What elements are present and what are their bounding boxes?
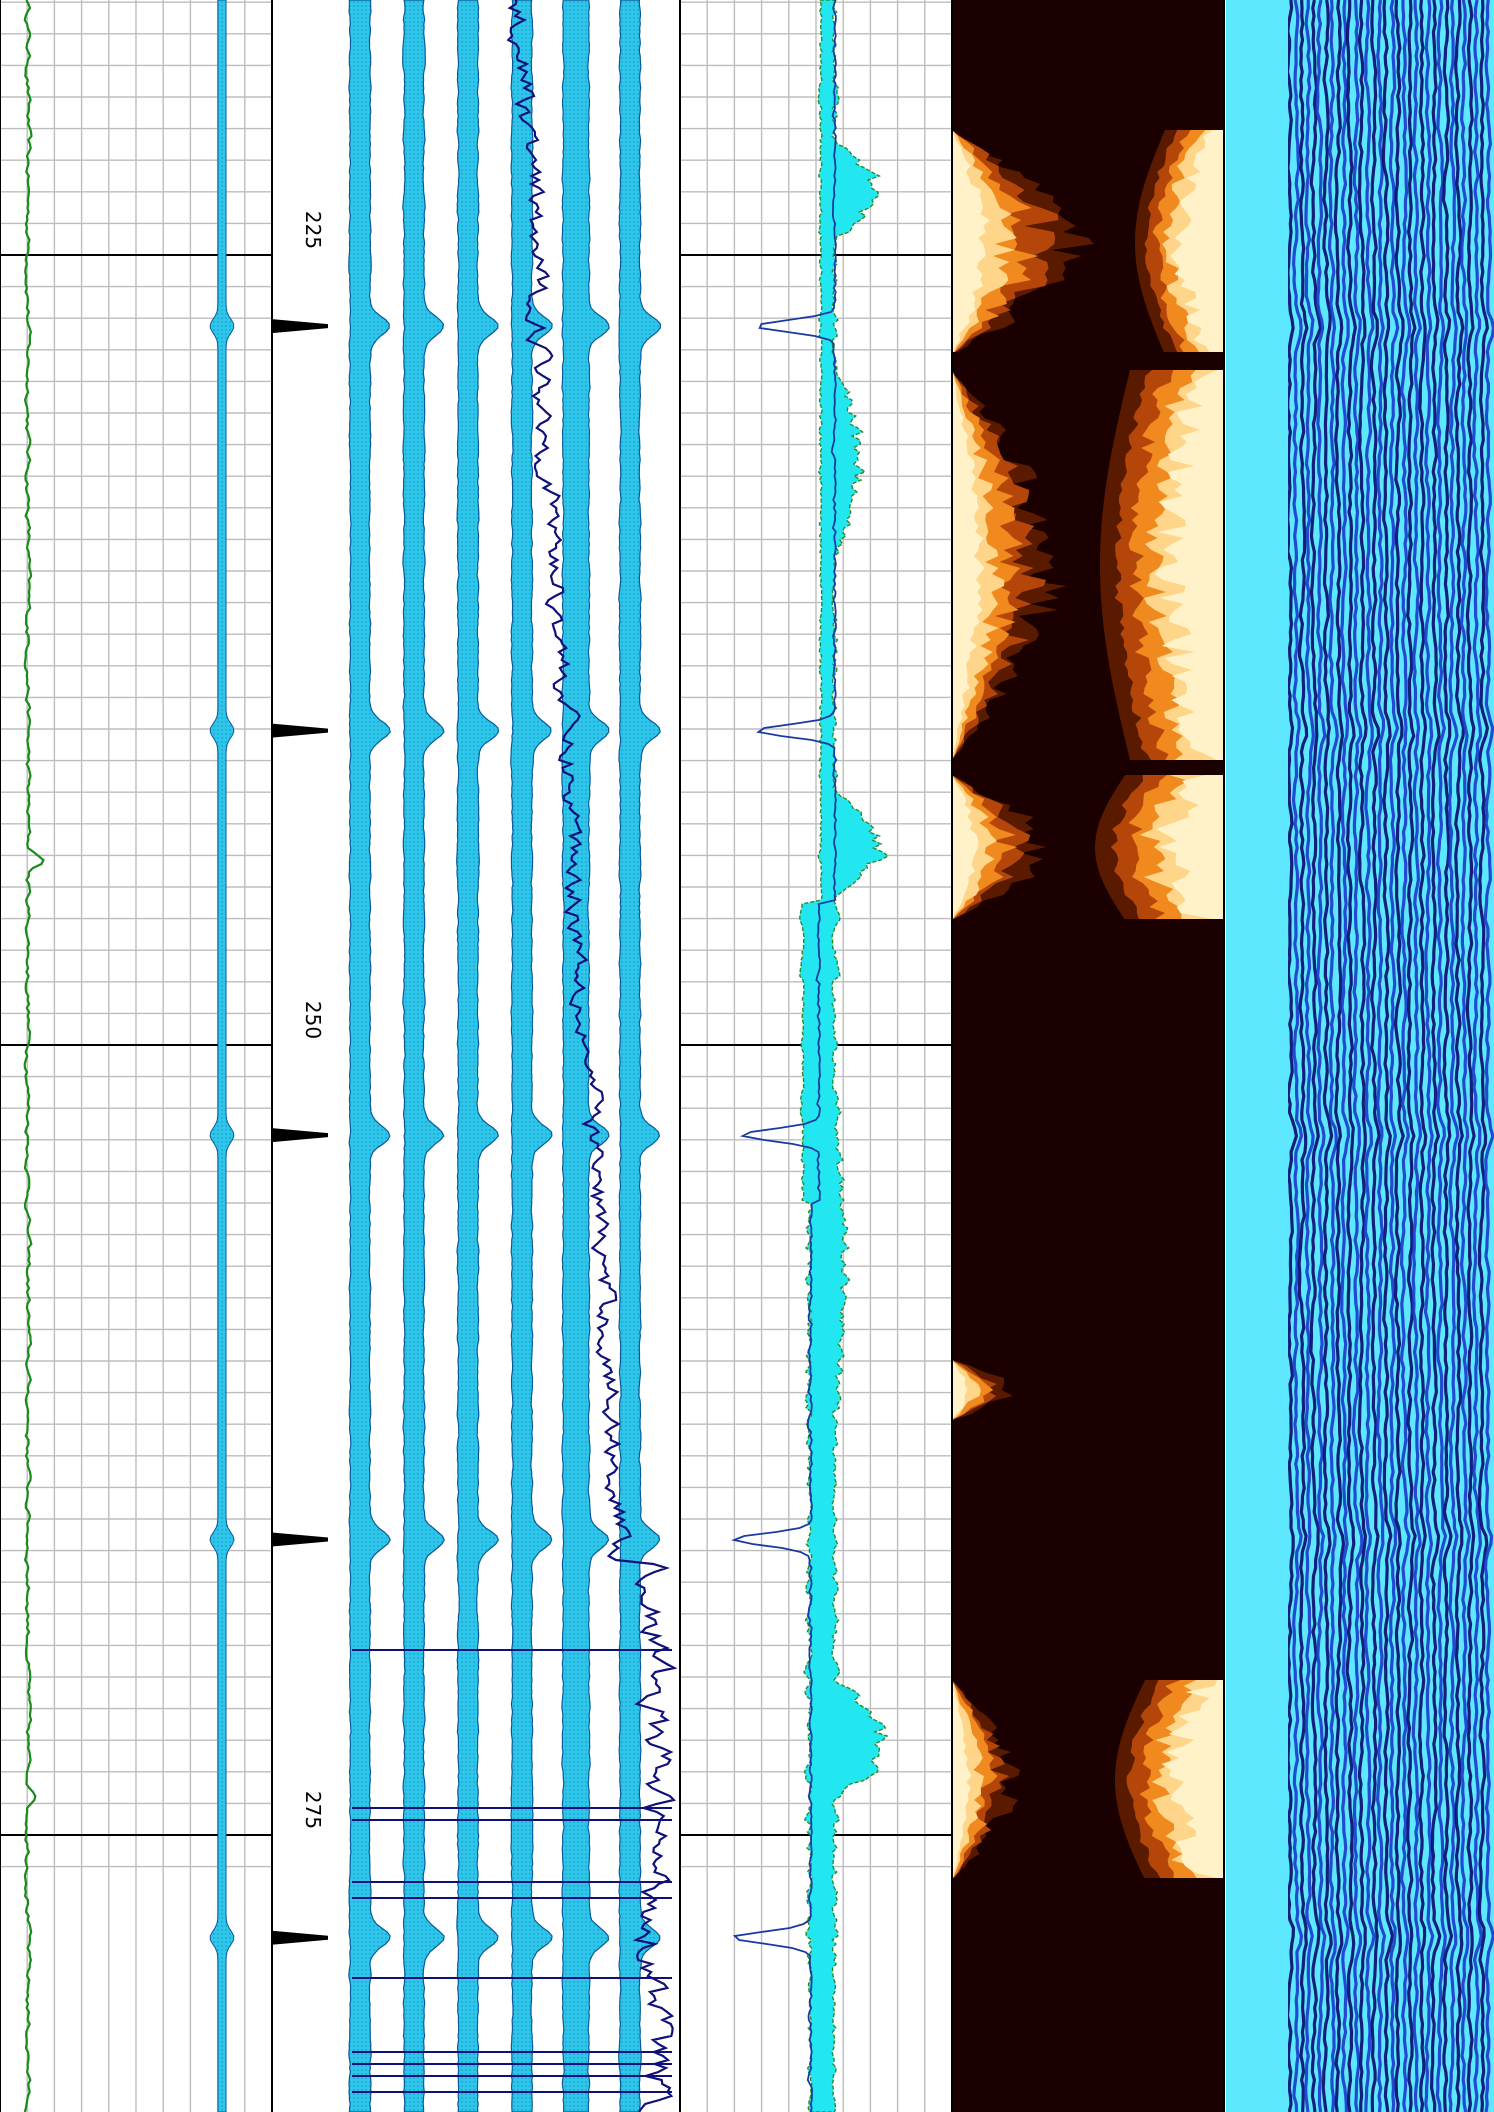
collar-mark: [272, 319, 328, 334]
waveform-line: [1388, 0, 1400, 2112]
waveform-line: [1435, 0, 1448, 2112]
heatmap-contour: [1154, 370, 1224, 760]
heatmap-contour: [1156, 775, 1224, 919]
track-gamma: [23, 0, 235, 2112]
filled-trace: [618, 0, 662, 2112]
heatmap-contour: [1161, 1680, 1224, 1878]
filled-area: [799, 0, 890, 2112]
heatmap-contour: [952, 1360, 968, 1420]
waveform-line: [1351, 0, 1364, 2112]
filled-trace: [456, 0, 500, 2112]
heatmap-contour: [952, 130, 990, 352]
waveform-line: [1357, 0, 1368, 2112]
waveform-line: [1477, 0, 1490, 2112]
waveform-line: [1459, 0, 1472, 2112]
heatmap-contour: [1170, 130, 1224, 352]
waveform-line: [1399, 0, 1412, 2112]
depth-label: 225: [301, 211, 325, 249]
collar-mark: [272, 1930, 328, 1945]
waveform-line: [1411, 0, 1423, 2112]
waveform-line: [1369, 0, 1381, 2112]
track-filled-area: [731, 0, 890, 2112]
waveform-line: [1381, 0, 1395, 2112]
waveform-line: [1483, 0, 1494, 2112]
filled-trace: [402, 0, 445, 2112]
track-heatmap: [952, 0, 1224, 2112]
waveform-line: [1339, 0, 1351, 2112]
filled-trace: [561, 0, 610, 2112]
waveform-line: [1417, 0, 1428, 2112]
waveform-line: [1454, 0, 1466, 2112]
waveform-line: [1363, 0, 1376, 2112]
filled-trace: [348, 0, 391, 2112]
waveform-line: [1333, 0, 1346, 2112]
collar-mark: [272, 1532, 328, 1547]
filled-trace: [510, 0, 553, 2112]
waveform-line: [1465, 0, 1476, 2112]
waveform-line: [1327, 0, 1339, 2112]
collar-marks: [272, 319, 328, 1945]
waveform-line: [1393, 0, 1405, 2112]
edge-curve: [731, 0, 837, 2112]
waveform-line: [1447, 0, 1460, 2112]
heatmap-contour: [952, 1680, 972, 1878]
waveform-line: [1471, 0, 1483, 2112]
waveform-line: [1315, 0, 1327, 2112]
track-filled-trace: [348, 0, 678, 2112]
depth-label: 250: [301, 1001, 325, 1039]
depth-axis: 225 250 275: [301, 211, 325, 1829]
waveform-line: [1429, 0, 1442, 2112]
track-waveform: [1226, 0, 1494, 2112]
waveform-line: [1345, 0, 1358, 2112]
heatmap-contour: [952, 370, 985, 760]
waveform-line: [1303, 0, 1316, 2112]
thin-trace: [209, 0, 235, 2112]
depth-label: 275: [301, 1791, 325, 1829]
waveform-line: [1297, 0, 1309, 2112]
collar-mark: [272, 1128, 328, 1143]
waveform-line: [1406, 0, 1417, 2112]
overlay-curve: [506, 0, 678, 2112]
gamma-curve: [23, 0, 45, 2112]
waveform-line: [1375, 0, 1387, 2112]
heatmap-contour: [952, 775, 979, 919]
waveform-first-arrival: [1226, 0, 1288, 2112]
waveform-line: [1441, 0, 1454, 2112]
waveform-line: [1423, 0, 1435, 2112]
collar-mark: [272, 723, 328, 738]
waveform-line: [1309, 0, 1323, 2112]
waveform-line: [1291, 0, 1304, 2112]
track-borders: [0, 0, 1225, 2112]
waveform-line: [1321, 0, 1334, 2112]
